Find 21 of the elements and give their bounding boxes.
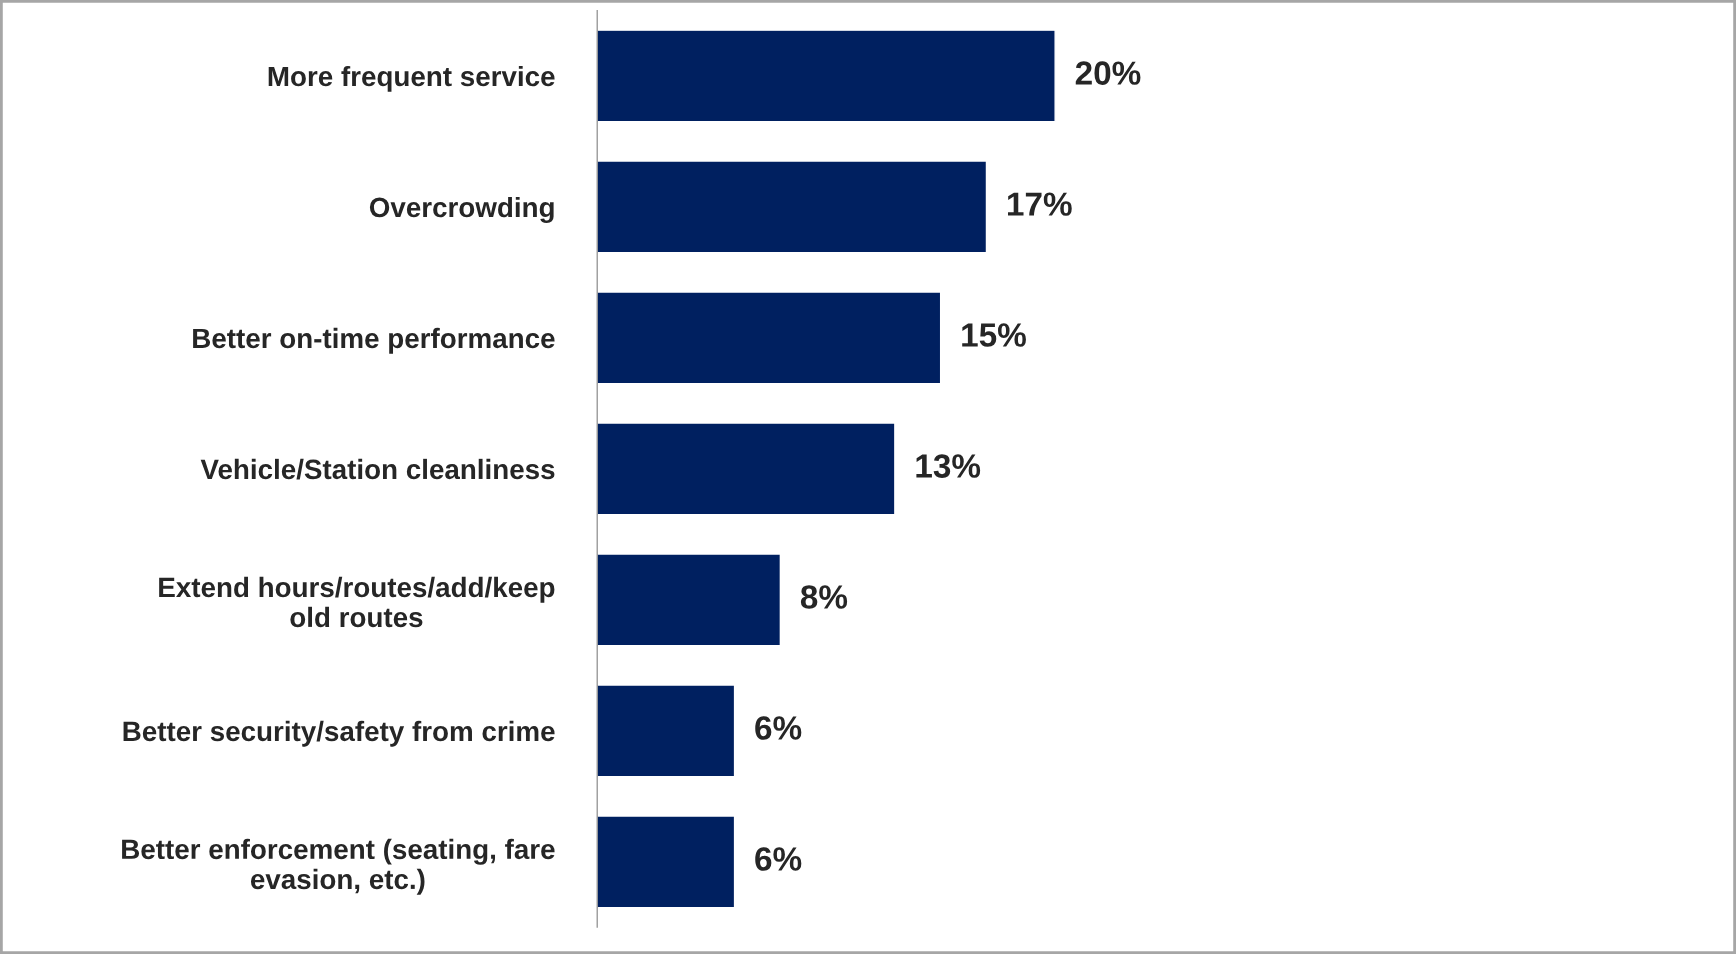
y-tick-label: Better security/safety from crime (123, 720, 555, 747)
y-tick-label: Better on-time performance (193, 327, 555, 354)
bar (597, 815, 736, 909)
y-tick-label: More frequent service (268, 65, 555, 92)
bar (597, 422, 896, 516)
data-label: 13% (916, 454, 981, 478)
bar (597, 160, 988, 254)
y-tick-label: Overcrowding (369, 196, 554, 223)
bar (597, 291, 942, 385)
y-tick-label: Extend hours/routes/add/keep old routes (159, 576, 555, 628)
y-tick-label: Better enforcement (seating, fare evasion, etc.) (122, 838, 555, 895)
data-label: 6% (755, 847, 802, 871)
data-label: 17% (1008, 192, 1072, 216)
data-label: 15% (962, 323, 1026, 347)
y-tick-label: Vehicle/Station cleanliness (200, 458, 555, 480)
bar (597, 684, 736, 778)
data-label: 20% (1075, 61, 1141, 85)
data-label: 6% (755, 716, 802, 740)
bar (597, 553, 782, 647)
bar (597, 29, 1056, 123)
data-label: 8% (800, 585, 848, 609)
